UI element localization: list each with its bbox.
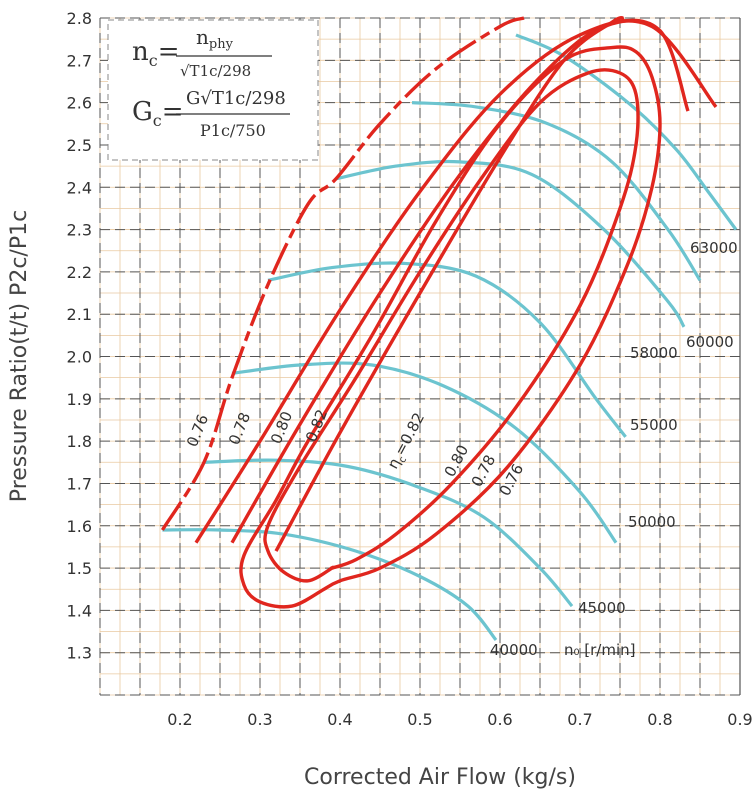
speed-label-50000: 50000 [628, 513, 676, 531]
y-tick-label: 2.4 [67, 178, 92, 197]
x-tick-label: 0.9 [727, 710, 752, 729]
y-tick-label: 2.0 [67, 348, 92, 367]
nc-numerator: n [196, 25, 209, 49]
x-tick-label: 0.2 [167, 710, 192, 729]
y-tick-label: 2.7 [67, 51, 92, 70]
speed-label-40000: 40000 [490, 641, 538, 659]
y-tick-label: 2.1 [67, 305, 92, 324]
efficiency-contour-closed-outer [239, 45, 662, 609]
nc-sub: c [149, 51, 158, 70]
speed-label-45000: 45000 [578, 599, 626, 617]
y-axis-title: Pressure Ratio(t/t) P2c/P1c [7, 210, 32, 502]
x-tick-label: 0.8 [647, 710, 672, 729]
speed-label-63000: 63000 [690, 239, 738, 257]
nc-symbol: n [132, 37, 149, 67]
gc-sub: c [153, 111, 162, 130]
gc-denominator: P1c/750 [200, 121, 266, 140]
x-tick-label: 0.7 [567, 710, 592, 729]
y-tick-label: 2.6 [67, 94, 92, 113]
tick-labels: 0.2 0.3 0.4 0.5 0.6 0.7 0.8 0.9 1.3 1.4 1.5 1.6 1.7 1… [67, 9, 752, 729]
efficiency-contour-0.80 [274, 16, 625, 552]
speed-label-58000: 58000 [630, 344, 678, 362]
efficiency-contour-0.78 [230, 18, 690, 544]
speed-line-55000 [267, 261, 627, 438]
gc-numerator: G√T1c/298 [186, 88, 286, 109]
y-tick-label: 1.9 [67, 390, 92, 409]
formula-box: nc= nphy √T1c/298 Gc= G√T1c/298 P1c/750 [107, 19, 319, 161]
y-tick-label: 1.4 [67, 601, 92, 620]
svg-text:Gc=: Gc= [132, 97, 184, 130]
svg-text:nphy: nphy [196, 25, 234, 52]
x-tick-label: 0.6 [487, 710, 512, 729]
speed-lines [162, 33, 738, 642]
svg-text:nc=: nc= [132, 37, 180, 70]
y-tick-label: 1.7 [67, 474, 92, 493]
efficiency-contour-closed-inner [263, 68, 640, 583]
x-tick-label: 0.4 [327, 710, 352, 729]
speed-line-58000 [335, 159, 686, 328]
speed-label-60000: 60000 [686, 333, 734, 351]
y-tick-label: 1.6 [67, 517, 92, 536]
y-tick-label: 2.3 [67, 221, 92, 240]
speed-axis-label: n₀ [r/min] [564, 641, 636, 659]
y-tick-label: 2.5 [67, 136, 92, 155]
gc-symbol: G [132, 97, 153, 127]
y-tick-label: 2.8 [67, 9, 92, 28]
speed-line-40000 [162, 528, 498, 642]
y-tick-label: 1.3 [67, 644, 92, 663]
x-tick-label: 0.3 [247, 710, 272, 729]
speed-line-50000 [231, 361, 618, 544]
speed-line-45000 [203, 458, 574, 608]
y-tick-label: 1.5 [67, 559, 92, 578]
y-tick-label: 2.2 [67, 263, 92, 282]
speed-label-55000: 55000 [630, 416, 678, 434]
y-tick-label: 1.8 [67, 432, 92, 451]
x-tick-label: 0.5 [407, 710, 432, 729]
nc-denominator: √T1c/298 [180, 62, 251, 80]
efficiency-contours [160, 16, 718, 609]
x-axis-title: Corrected Air Flow (kg/s) [304, 765, 576, 790]
speed-line-60000 [411, 101, 702, 282]
nc-numerator-sub: phy [209, 37, 234, 52]
surge-line [160, 16, 525, 531]
